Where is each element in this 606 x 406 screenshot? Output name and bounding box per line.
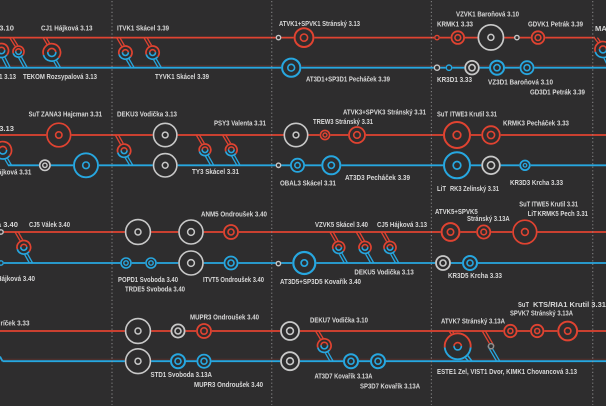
svg-text:AT3D5+SP3D5 Kovařík 3.40: AT3D5+SP3D5 Kovařík 3.40 (280, 277, 361, 286)
svg-text:ATVK5+SPVK5: ATVK5+SPVK5 (435, 207, 478, 216)
svg-text:OBAL3 Skácel 3.31: OBAL3 Skácel 3.31 (280, 179, 337, 188)
svg-text:KRMK3 Pecháček 3.33: KRMK3 Pecháček 3.33 (503, 119, 569, 128)
svg-text:VZVK1 Baroňová 3.10: VZVK1 Baroňová 3.10 (456, 10, 519, 19)
svg-text:AT3D7 Kovařík 3.13A: AT3D7 Kovařík 3.13A (315, 372, 373, 381)
svg-text:ATVK1+SPVK1 Stránský 3.13: ATVK1+SPVK1 Stránský 3.13 (279, 19, 360, 28)
svg-text:LiT: LiT (437, 184, 446, 193)
svg-text:MUPR3 Ondroušek 3.40: MUPR3 Ondroušek 3.40 (190, 313, 259, 322)
svg-text:RK3 Zelinský 3.31: RK3 Zelinský 3.31 (450, 184, 500, 193)
svg-text:ITWE5 Krutil 3.31: ITWE5 Krutil 3.31 (532, 200, 579, 209)
svg-text:MAR: MAR (595, 24, 606, 33)
svg-text:ESTE1 Zel, VIST1 Dvor, KIMK1 C: ESTE1 Zel, VIST1 Dvor, KIMK1 Chovancová … (437, 367, 577, 376)
svg-text:VZ3D1 Baroňová 3.10: VZ3D1 Baroňová 3.10 (488, 78, 553, 87)
svg-text:SP3D7 Kovařík 3.13A: SP3D7 Kovařík 3.13A (360, 382, 420, 391)
svg-text:KR3D3 Krcha 3.33: KR3D3 Krcha 3.33 (510, 178, 563, 187)
svg-text:SuT: SuT (518, 300, 529, 309)
svg-text:LiT: LiT (528, 209, 537, 218)
svg-text:Hájková 3.40: Hájková 3.40 (0, 274, 35, 283)
svg-text:ITVK1 Skácel 3.39: ITVK1 Skácel 3.39 (117, 24, 169, 33)
svg-text:DEKU7 Vodička 3.10: DEKU7 Vodička 3.10 (310, 316, 368, 325)
svg-text:SuT: SuT (29, 110, 40, 119)
svg-text:Stránský 3.13A: Stránský 3.13A (467, 214, 510, 223)
svg-text:KTS/RIA1 Krutil 3.31: KTS/RIA1 Krutil 3.31 (533, 300, 606, 309)
svg-text:á 3.40: á 3.40 (0, 220, 18, 229)
svg-text:GDVK1 Petrák 3.39: GDVK1 Petrák 3.39 (528, 20, 583, 29)
svg-text:AT3D3 Pecháček 3.39: AT3D3 Pecháček 3.39 (345, 173, 410, 182)
svg-text:KRMK1 3.33: KRMK1 3.33 (437, 20, 473, 29)
svg-text:CJ5 Válek 3.40: CJ5 Válek 3.40 (29, 220, 70, 229)
svg-text:á 3.13: á 3.13 (0, 124, 14, 133)
svg-text:DEKU3 Vodička 3.13: DEKU3 Vodička 3.13 (117, 110, 177, 119)
svg-text:ANM5 Ondroušek 3.40: ANM5 Ondroušek 3.40 (201, 210, 267, 219)
svg-text:KR3D5 Krcha 3.33: KR3D5 Krcha 3.33 (448, 271, 502, 280)
svg-text:AT3D1+SP3D1 Pecháček 3.39: AT3D1+SP3D1 Pecháček 3.39 (306, 75, 390, 84)
svg-text:M1 3.13: M1 3.13 (0, 72, 16, 81)
svg-text:CJ5 Hájková 3.13: CJ5 Hájková 3.13 (377, 220, 427, 229)
svg-text:GD3D1 Petrák 3.39: GD3D1 Petrák 3.39 (530, 88, 585, 97)
svg-text:MUPR3 Ondroušek 3.40: MUPR3 Ondroušek 3.40 (194, 380, 263, 389)
svg-text:TYVK1 Skácel 3.39: TYVK1 Skácel 3.39 (155, 72, 209, 81)
svg-text:CJ1 Hájková 3.13: CJ1 Hájková 3.13 (41, 24, 93, 33)
svg-text:SPVK7 Stránský 3.13A: SPVK7 Stránský 3.13A (510, 309, 573, 318)
svg-text:TY3 Skácel 3.31: TY3 Skácel 3.31 (192, 167, 240, 176)
svg-text:ATVK3+SPVK3 Stránský 3.31: ATVK3+SPVK3 Stránský 3.31 (343, 107, 427, 116)
svg-text:SuT: SuT (437, 110, 448, 119)
svg-text:DEKU5 Vodička 3.13: DEKU5 Vodička 3.13 (354, 268, 413, 277)
svg-text:á 3.10: á 3.10 (0, 24, 14, 33)
svg-text:ríček 3.33: ríček 3.33 (1, 319, 30, 328)
svg-text:ITVT5 Ondroušek 3.40: ITVT5 Ondroušek 3.40 (203, 275, 264, 284)
svg-text:KR3D1 3.33: KR3D1 3.33 (437, 75, 472, 84)
svg-text:STD1 Svoboda 3.13A: STD1 Svoboda 3.13A (151, 370, 213, 379)
svg-text:ITWE3 Krutil 3.31: ITWE3 Krutil 3.31 (450, 110, 498, 119)
svg-text:SuT: SuT (519, 200, 530, 209)
svg-text:VZVK5 Skácel 3.40: VZVK5 Skácel 3.40 (315, 220, 368, 229)
svg-text:ATVK7 Stránský 3.13A: ATVK7 Stránský 3.13A (441, 317, 505, 326)
svg-text:PSY3 Valenta 3.31: PSY3 Valenta 3.31 (214, 119, 267, 128)
svg-text:TEKOM Rozsypalová 3.13: TEKOM Rozsypalová 3.13 (23, 72, 97, 81)
svg-text:Hájková 3.31: Hájková 3.31 (0, 168, 32, 177)
svg-text:KRMK5 Pech 3.31: KRMK5 Pech 3.31 (538, 209, 589, 218)
svg-text:TREW3 Stránský 3.31: TREW3 Stránský 3.31 (313, 117, 374, 126)
svg-text:TRDE5 Svoboda 3.40: TRDE5 Svoboda 3.40 (125, 285, 185, 294)
svg-text:ZANA3 Hajcman 3.31: ZANA3 Hajcman 3.31 (41, 110, 103, 119)
svg-text:POPD1 Svoboda 3.40: POPD1 Svoboda 3.40 (118, 275, 178, 284)
